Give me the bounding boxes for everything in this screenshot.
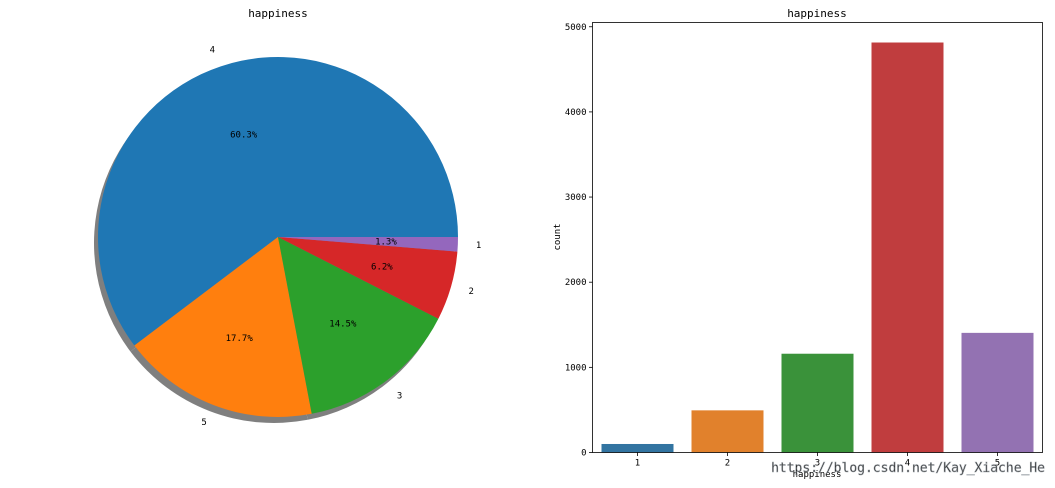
pie-percent-label: 14.5%	[329, 319, 357, 329]
pie-category-labels: 4 5 3 2 1	[201, 45, 481, 427]
pie-percent-label: 6.2%	[371, 262, 393, 272]
pie-percent-label: 1.3%	[375, 237, 397, 247]
y-axis-ticks: 0 1000 2000 3000 4000 5000	[565, 23, 593, 459]
pie-category-label: 3	[397, 391, 402, 401]
y-tick-label: 4000	[565, 108, 587, 118]
bar-4	[871, 42, 944, 453]
pie-percent-label: 17.7%	[226, 334, 254, 344]
x-tick-label: 3	[815, 459, 820, 469]
pie-slices	[98, 57, 459, 418]
y-tick-label: 2000	[565, 278, 587, 288]
bar-3	[781, 353, 854, 453]
x-tick-label: 2	[725, 459, 730, 469]
pie-chart: happiness 60.3% 17.7% 14.5% 6.2% 1.3% 4 5 3 2 1	[94, 7, 481, 428]
bar-5	[961, 332, 1034, 453]
bar-2	[691, 410, 764, 453]
pie-category-label: 2	[468, 287, 473, 297]
y-tick-label: 3000	[565, 193, 587, 203]
pie-category-label: 1	[476, 241, 481, 251]
pie-percent-label: 60.3%	[230, 131, 258, 141]
x-tick-label: 1	[635, 459, 640, 469]
x-tick-label: 4	[905, 459, 910, 469]
y-axis-label: count	[553, 223, 563, 250]
pie-percent-labels: 60.3% 17.7% 14.5% 6.2% 1.3%	[226, 131, 398, 344]
y-tick-label: 0	[581, 449, 586, 459]
x-tick-label: 5	[995, 459, 1000, 469]
bar-title: happiness	[787, 7, 847, 20]
pie-category-label: 4	[210, 45, 215, 55]
x-axis-ticks: 1 2 3 4 5	[635, 452, 1000, 469]
pie-slice-1	[278, 237, 458, 252]
pie-slice-3	[278, 237, 439, 414]
bar-1	[601, 443, 674, 453]
pie-category-label: 5	[201, 418, 206, 428]
watermark-text: https://blog.csdn.net/Kay_Xiache_He	[771, 461, 1045, 476]
pie-slice-2	[278, 237, 458, 319]
pie-slice-4	[98, 57, 459, 346]
bar-chart: happiness 0 1000 2000 3000 4000 5000 1 2 3 4 5 co…	[553, 7, 1043, 480]
x-axis-label: happiness	[793, 470, 842, 480]
bar-marks	[601, 42, 1034, 453]
y-tick-label: 5000	[565, 23, 587, 33]
y-tick-label: 1000	[565, 363, 587, 373]
pie-title: happiness	[248, 7, 308, 20]
pie-slice-5	[134, 237, 312, 418]
